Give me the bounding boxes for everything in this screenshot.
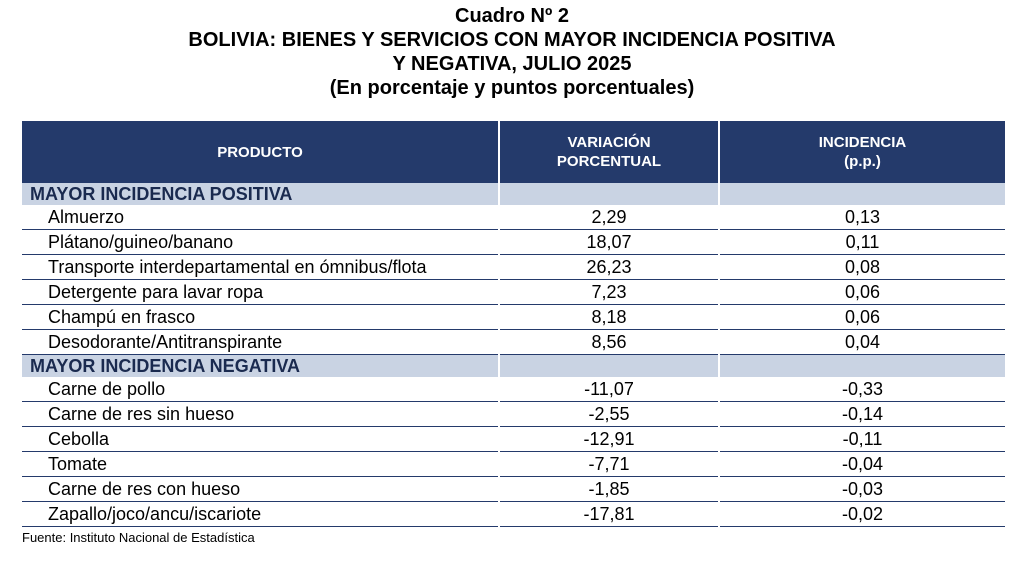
cell-incidence: 0,06: [719, 279, 1005, 305]
table-header-row: PRODUCTO VARIACIÓN PORCENTUAL INCIDENCIA…: [22, 121, 1005, 183]
cell-incidence: 0,08: [719, 254, 1005, 280]
cell-product: Cebolla: [22, 426, 500, 452]
cell-product: Zapallo/joco/ancu/iscariote: [22, 501, 500, 527]
table-row: Plátano/guineo/banano 18,07 0,11: [22, 229, 1005, 255]
header-variation-line1: VARIACIÓN: [567, 134, 651, 151]
section-cell-blank: [499, 354, 720, 377]
cell-variation: -2,55: [499, 401, 720, 427]
header-variation: VARIACIÓN PORCENTUAL: [499, 121, 720, 183]
title-line-main: BOLIVIA: BIENES Y SERVICIOS CON MAYOR IN…: [188, 29, 836, 51]
cell-product: Carne de res sin hueso: [22, 401, 500, 427]
section-cell-blank: [499, 183, 720, 205]
table-row: Carne de res sin hueso -2,55 -0,14: [22, 401, 1005, 427]
section-negative: MAYOR INCIDENCIA NEGATIVA: [22, 354, 1005, 377]
cell-incidence: -0,03: [719, 476, 1005, 502]
cell-product: Desodorante/Antitranspirante: [22, 329, 500, 355]
cell-variation: -11,07: [499, 377, 720, 402]
table-row: Almuerzo 2,29 0,13: [22, 205, 1005, 230]
cell-variation: -12,91: [499, 426, 720, 452]
cell-incidence: 0,13: [719, 205, 1005, 230]
cell-product: Plátano/guineo/banano: [22, 229, 500, 255]
section-negative-label: MAYOR INCIDENCIA NEGATIVA: [22, 354, 500, 377]
cell-incidence: -0,11: [719, 426, 1005, 452]
cell-variation: -7,71: [499, 451, 720, 477]
cell-incidence: -0,33: [719, 377, 1005, 402]
header-variation-line2: PORCENTUAL: [556, 153, 662, 170]
source-note: Fuente: Instituto Nacional de Estadístic…: [22, 530, 255, 545]
cell-incidence: 0,11: [719, 229, 1005, 255]
title-line-number: Cuadro Nº 2: [455, 5, 569, 27]
cell-incidence: -0,14: [719, 401, 1005, 427]
cell-variation: 8,56: [499, 329, 720, 355]
table-row: Zapallo/joco/ancu/iscariote -17,81 -0,02: [22, 501, 1005, 527]
cell-product: Almuerzo: [22, 205, 500, 230]
incidence-table-container: PRODUCTO VARIACIÓN PORCENTUAL INCIDENCIA…: [22, 121, 1005, 527]
header-incidence-line2: (p.p.): [844, 153, 881, 170]
title-line-units: (En porcentaje y puntos porcentuales): [329, 77, 695, 99]
cell-variation: 7,23: [499, 279, 720, 305]
cell-product: Champú en frasco: [22, 304, 500, 330]
cell-variation: -1,85: [499, 476, 720, 502]
cell-product: Carne de res con hueso: [22, 476, 500, 502]
table-row: Detergente para lavar ropa 7,23 0,06: [22, 279, 1005, 305]
incidence-table: PRODUCTO VARIACIÓN PORCENTUAL INCIDENCIA…: [22, 121, 1005, 527]
cell-variation: 18,07: [499, 229, 720, 255]
table-row: Cebolla -12,91 -0,11: [22, 426, 1005, 452]
table-title: Cuadro Nº 2 BOLIVIA: BIENES Y SERVICIOS …: [0, 4, 1024, 100]
table-row: Champú en frasco 8,18 0,06: [22, 304, 1005, 330]
cell-variation: 26,23: [499, 254, 720, 280]
table-body: MAYOR INCIDENCIA POSITIVA Almuerzo 2,29 …: [22, 183, 1005, 527]
cell-variation: 2,29: [499, 205, 720, 230]
cell-product: Carne de pollo: [22, 377, 500, 402]
table-row: Transporte interdepartamental en ómnibus…: [22, 254, 1005, 280]
section-positive: MAYOR INCIDENCIA POSITIVA: [22, 183, 1005, 205]
table-header: PRODUCTO VARIACIÓN PORCENTUAL INCIDENCIA…: [22, 121, 1005, 183]
cell-product: Transporte interdepartamental en ómnibus…: [22, 254, 500, 280]
cell-variation: 8,18: [499, 304, 720, 330]
cell-incidence: -0,04: [719, 451, 1005, 477]
section-positive-label: MAYOR INCIDENCIA POSITIVA: [22, 183, 500, 205]
cell-product: Detergente para lavar ropa: [22, 279, 500, 305]
title-line-period: Y NEGATIVA, JULIO 2025: [392, 53, 632, 75]
cell-variation: -17,81: [499, 501, 720, 527]
table-row: Carne de res con hueso -1,85 -0,03: [22, 476, 1005, 502]
table-row: Tomate -7,71 -0,04: [22, 451, 1005, 477]
cell-incidence: 0,06: [719, 304, 1005, 330]
table-row: Carne de pollo -11,07 -0,33: [22, 377, 1005, 402]
header-incidence-line1: INCIDENCIA: [818, 134, 907, 151]
section-cell-blank: [719, 183, 1005, 205]
cell-product: Tomate: [22, 451, 500, 477]
cell-incidence: -0,02: [719, 501, 1005, 527]
cell-incidence: 0,04: [719, 329, 1005, 355]
section-cell-blank: [719, 354, 1005, 377]
header-incidence: INCIDENCIA (p.p.): [719, 121, 1005, 183]
table-row: Desodorante/Antitranspirante 8,56 0,04: [22, 329, 1005, 355]
header-product: PRODUCTO: [22, 121, 500, 183]
